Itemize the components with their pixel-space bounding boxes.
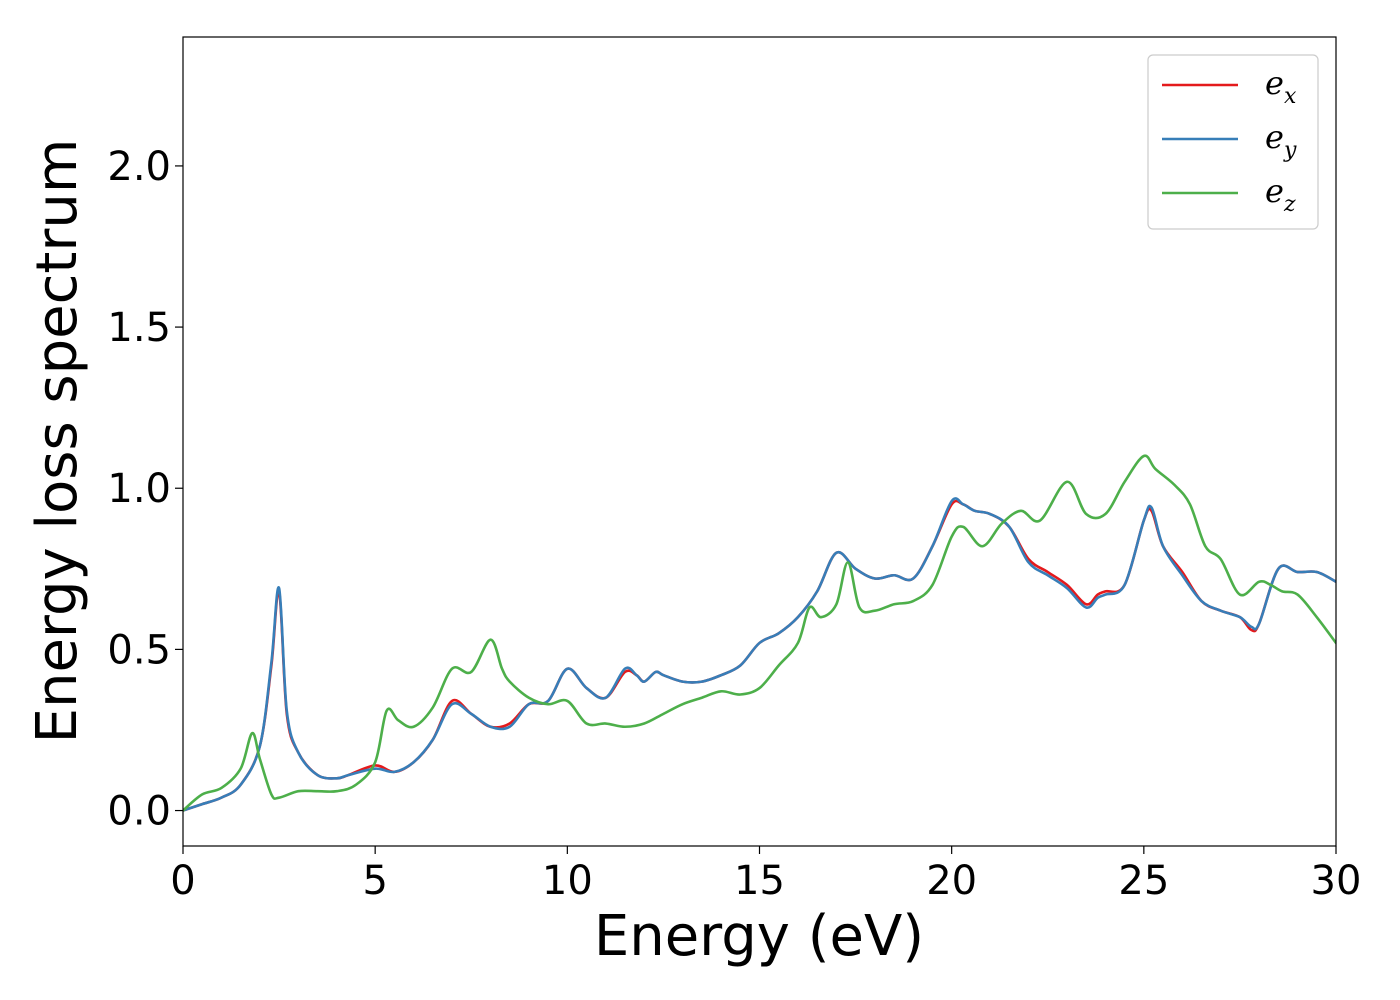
y-axis-ticks: 0.0 0.5 1.0 1.5 2.0 (107, 144, 183, 835)
y-tick-label: 0.5 (107, 627, 171, 673)
x-tick-label: 0 (170, 858, 195, 904)
legend-label-sub: x (1284, 84, 1297, 109)
legend-label-z: ez (1265, 172, 1296, 217)
y-tick-label: 0.0 (107, 789, 171, 835)
x-tick-label: 25 (1118, 858, 1169, 904)
x-axis-ticks: 0 5 10 15 20 25 30 (170, 846, 1361, 904)
legend-label-x: ex (1265, 64, 1297, 109)
x-tick-label: 20 (926, 858, 977, 904)
x-tick-label: 5 (362, 858, 387, 904)
legend-label-sub: z (1283, 192, 1296, 217)
series-line-y (183, 497, 1336, 812)
x-tick-label: 10 (542, 858, 593, 904)
x-tick-label: 30 (1311, 858, 1362, 904)
x-tick-label: 15 (734, 858, 785, 904)
series-line-z (183, 454, 1336, 812)
legend-label-y: ey (1265, 118, 1297, 163)
x-axis-label: Energy (eV) (594, 904, 924, 969)
legend-label-base: e (1265, 64, 1284, 102)
y-tick-label: 2.0 (107, 144, 171, 190)
legend-label-sub: y (1283, 138, 1297, 163)
y-tick-label: 1.0 (107, 466, 171, 512)
y-axis-label: Energy loss spectrum (25, 139, 90, 744)
y-tick-label: 1.5 (107, 305, 171, 351)
legend-label-base: e (1265, 172, 1284, 210)
legend-box (1147, 54, 1319, 230)
series-layer (183, 454, 1336, 812)
legend-label-base: e (1265, 118, 1284, 156)
